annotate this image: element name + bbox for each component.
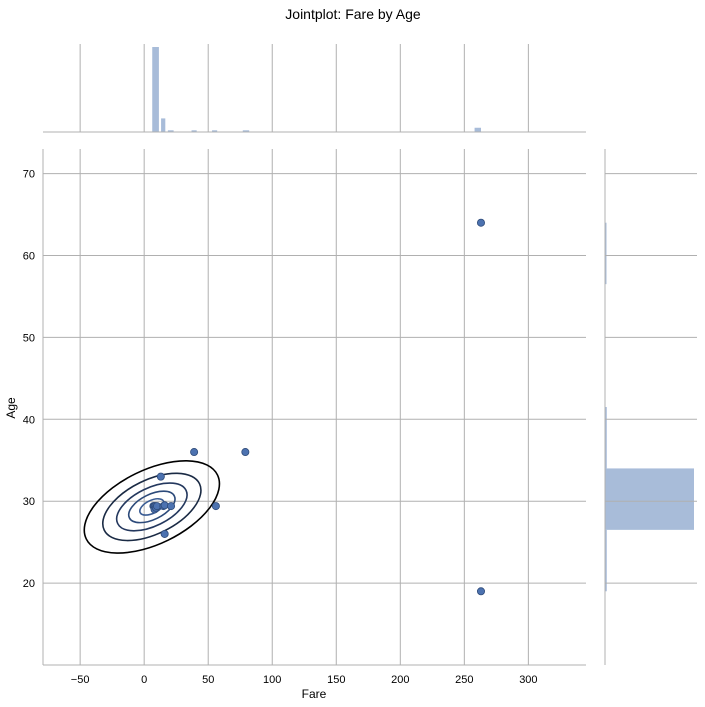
chart-title: Jointplot: Fare by Age — [285, 6, 421, 22]
marginal-x-bar — [474, 127, 481, 132]
x-tick-label: −50 — [71, 674, 90, 686]
y-tick-label: 40 — [23, 414, 35, 426]
scatter-point — [156, 472, 165, 481]
kde-contour-line — [83, 459, 221, 554]
x-tick-label: 150 — [327, 674, 345, 686]
scatter-point — [190, 448, 199, 457]
marginal-x-bar — [167, 130, 174, 132]
x-tick-label: 300 — [519, 674, 537, 686]
y-tick-label: 30 — [23, 496, 35, 508]
scatter-point — [476, 218, 485, 227]
y-tick-label: 50 — [23, 332, 35, 344]
joint-axes: −50 0 50 100 150 200 250 300 20 30 40 50 60 70 — [23, 131, 606, 686]
marginal-x-bar — [191, 130, 197, 132]
marginal-y-bar — [605, 222, 607, 285]
x-tick-label: 250 — [455, 674, 473, 686]
x-tick-label: 50 — [202, 674, 214, 686]
marginal-x-bar — [242, 130, 250, 132]
kde-contour-line — [115, 482, 188, 532]
x-axis-label: Fare — [302, 687, 327, 701]
y-axis-label: Age — [4, 397, 18, 419]
joint-grid — [43, 44, 697, 665]
x-tick-label: 100 — [263, 674, 281, 686]
marginal-y-bar — [605, 407, 607, 469]
scatter-point — [160, 529, 169, 538]
scatter-point — [211, 502, 220, 511]
marginal-x-bar — [212, 130, 218, 132]
x-tick-label: 0 — [141, 674, 147, 686]
scatter-point — [241, 448, 250, 457]
x-tick-label: 200 — [391, 674, 409, 686]
marginal-y-histogram — [605, 222, 694, 592]
scatter-points — [149, 218, 485, 596]
marginal-y-bar — [605, 529, 607, 592]
y-tick-label: 60 — [23, 250, 35, 262]
kde-contour-line — [127, 490, 176, 524]
marginal-x-histogram — [152, 47, 481, 132]
y-tick-label: 70 — [23, 169, 35, 181]
scatter-point — [167, 502, 176, 511]
marginal-y-bar — [605, 468, 694, 530]
scatter-point — [476, 587, 485, 596]
marginal-x-bar — [161, 118, 166, 132]
y-tick-label: 20 — [23, 578, 35, 590]
marginal-x-bar — [152, 47, 159, 132]
